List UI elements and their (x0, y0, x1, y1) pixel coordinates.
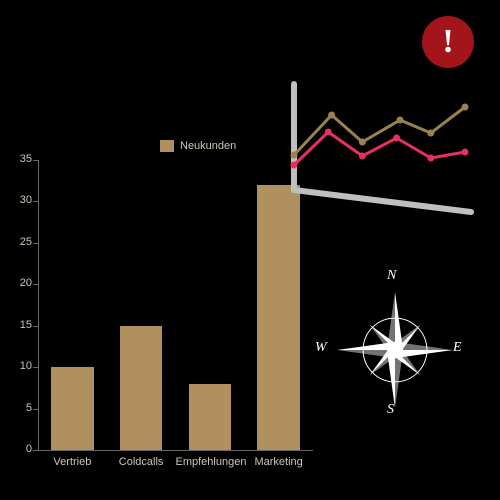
x-tick-label: Marketing (244, 456, 313, 468)
compass-rose: N S E W (312, 267, 478, 433)
y-tick-mark (33, 450, 38, 451)
y-tick-mark (33, 326, 38, 327)
spark-point (291, 152, 298, 159)
y-tick-label: 30 (12, 194, 32, 206)
y-tick-mark (33, 284, 38, 285)
spark-point (393, 135, 400, 142)
y-axis (38, 160, 39, 450)
spark-svg (280, 80, 475, 220)
x-tick-label: Vertrieb (38, 456, 107, 468)
y-tick-mark (33, 201, 38, 202)
bar (120, 326, 163, 450)
y-tick-label: 5 (12, 402, 32, 414)
y-tick-label: 15 (12, 319, 32, 331)
spark-point (462, 149, 469, 156)
spark-point (359, 139, 366, 146)
compass-direction-label: S (387, 402, 394, 418)
y-tick-label: 25 (12, 236, 32, 248)
mini-line-chart (280, 80, 475, 220)
y-tick-label: 20 (12, 277, 32, 289)
spark-point (328, 112, 335, 119)
x-tick-label: Coldcalls (107, 456, 176, 468)
compass-direction-label: N (387, 268, 396, 284)
spark-point (325, 129, 332, 136)
spark-point (359, 153, 366, 160)
compass-direction-label: W (315, 340, 327, 356)
compass-direction-label: E (453, 340, 462, 356)
y-tick-mark (33, 160, 38, 161)
spark-point (427, 155, 434, 162)
spark-point (397, 117, 404, 124)
bar (189, 384, 232, 450)
y-tick-mark (33, 243, 38, 244)
spark-point (462, 104, 469, 111)
y-tick-label: 0 (12, 443, 32, 455)
spark-point (427, 130, 434, 137)
bar (257, 185, 300, 450)
spark-series (294, 132, 465, 165)
y-tick-label: 10 (12, 360, 32, 372)
bar (51, 367, 94, 450)
y-tick-label: 35 (12, 153, 32, 165)
alert-icon: ! (422, 16, 474, 68)
x-axis (38, 450, 313, 451)
alert-glyph: ! (442, 23, 453, 61)
y-tick-mark (33, 409, 38, 410)
x-tick-label: Empfehlungen (176, 456, 245, 468)
spark-point (291, 162, 298, 169)
y-tick-mark (33, 367, 38, 368)
